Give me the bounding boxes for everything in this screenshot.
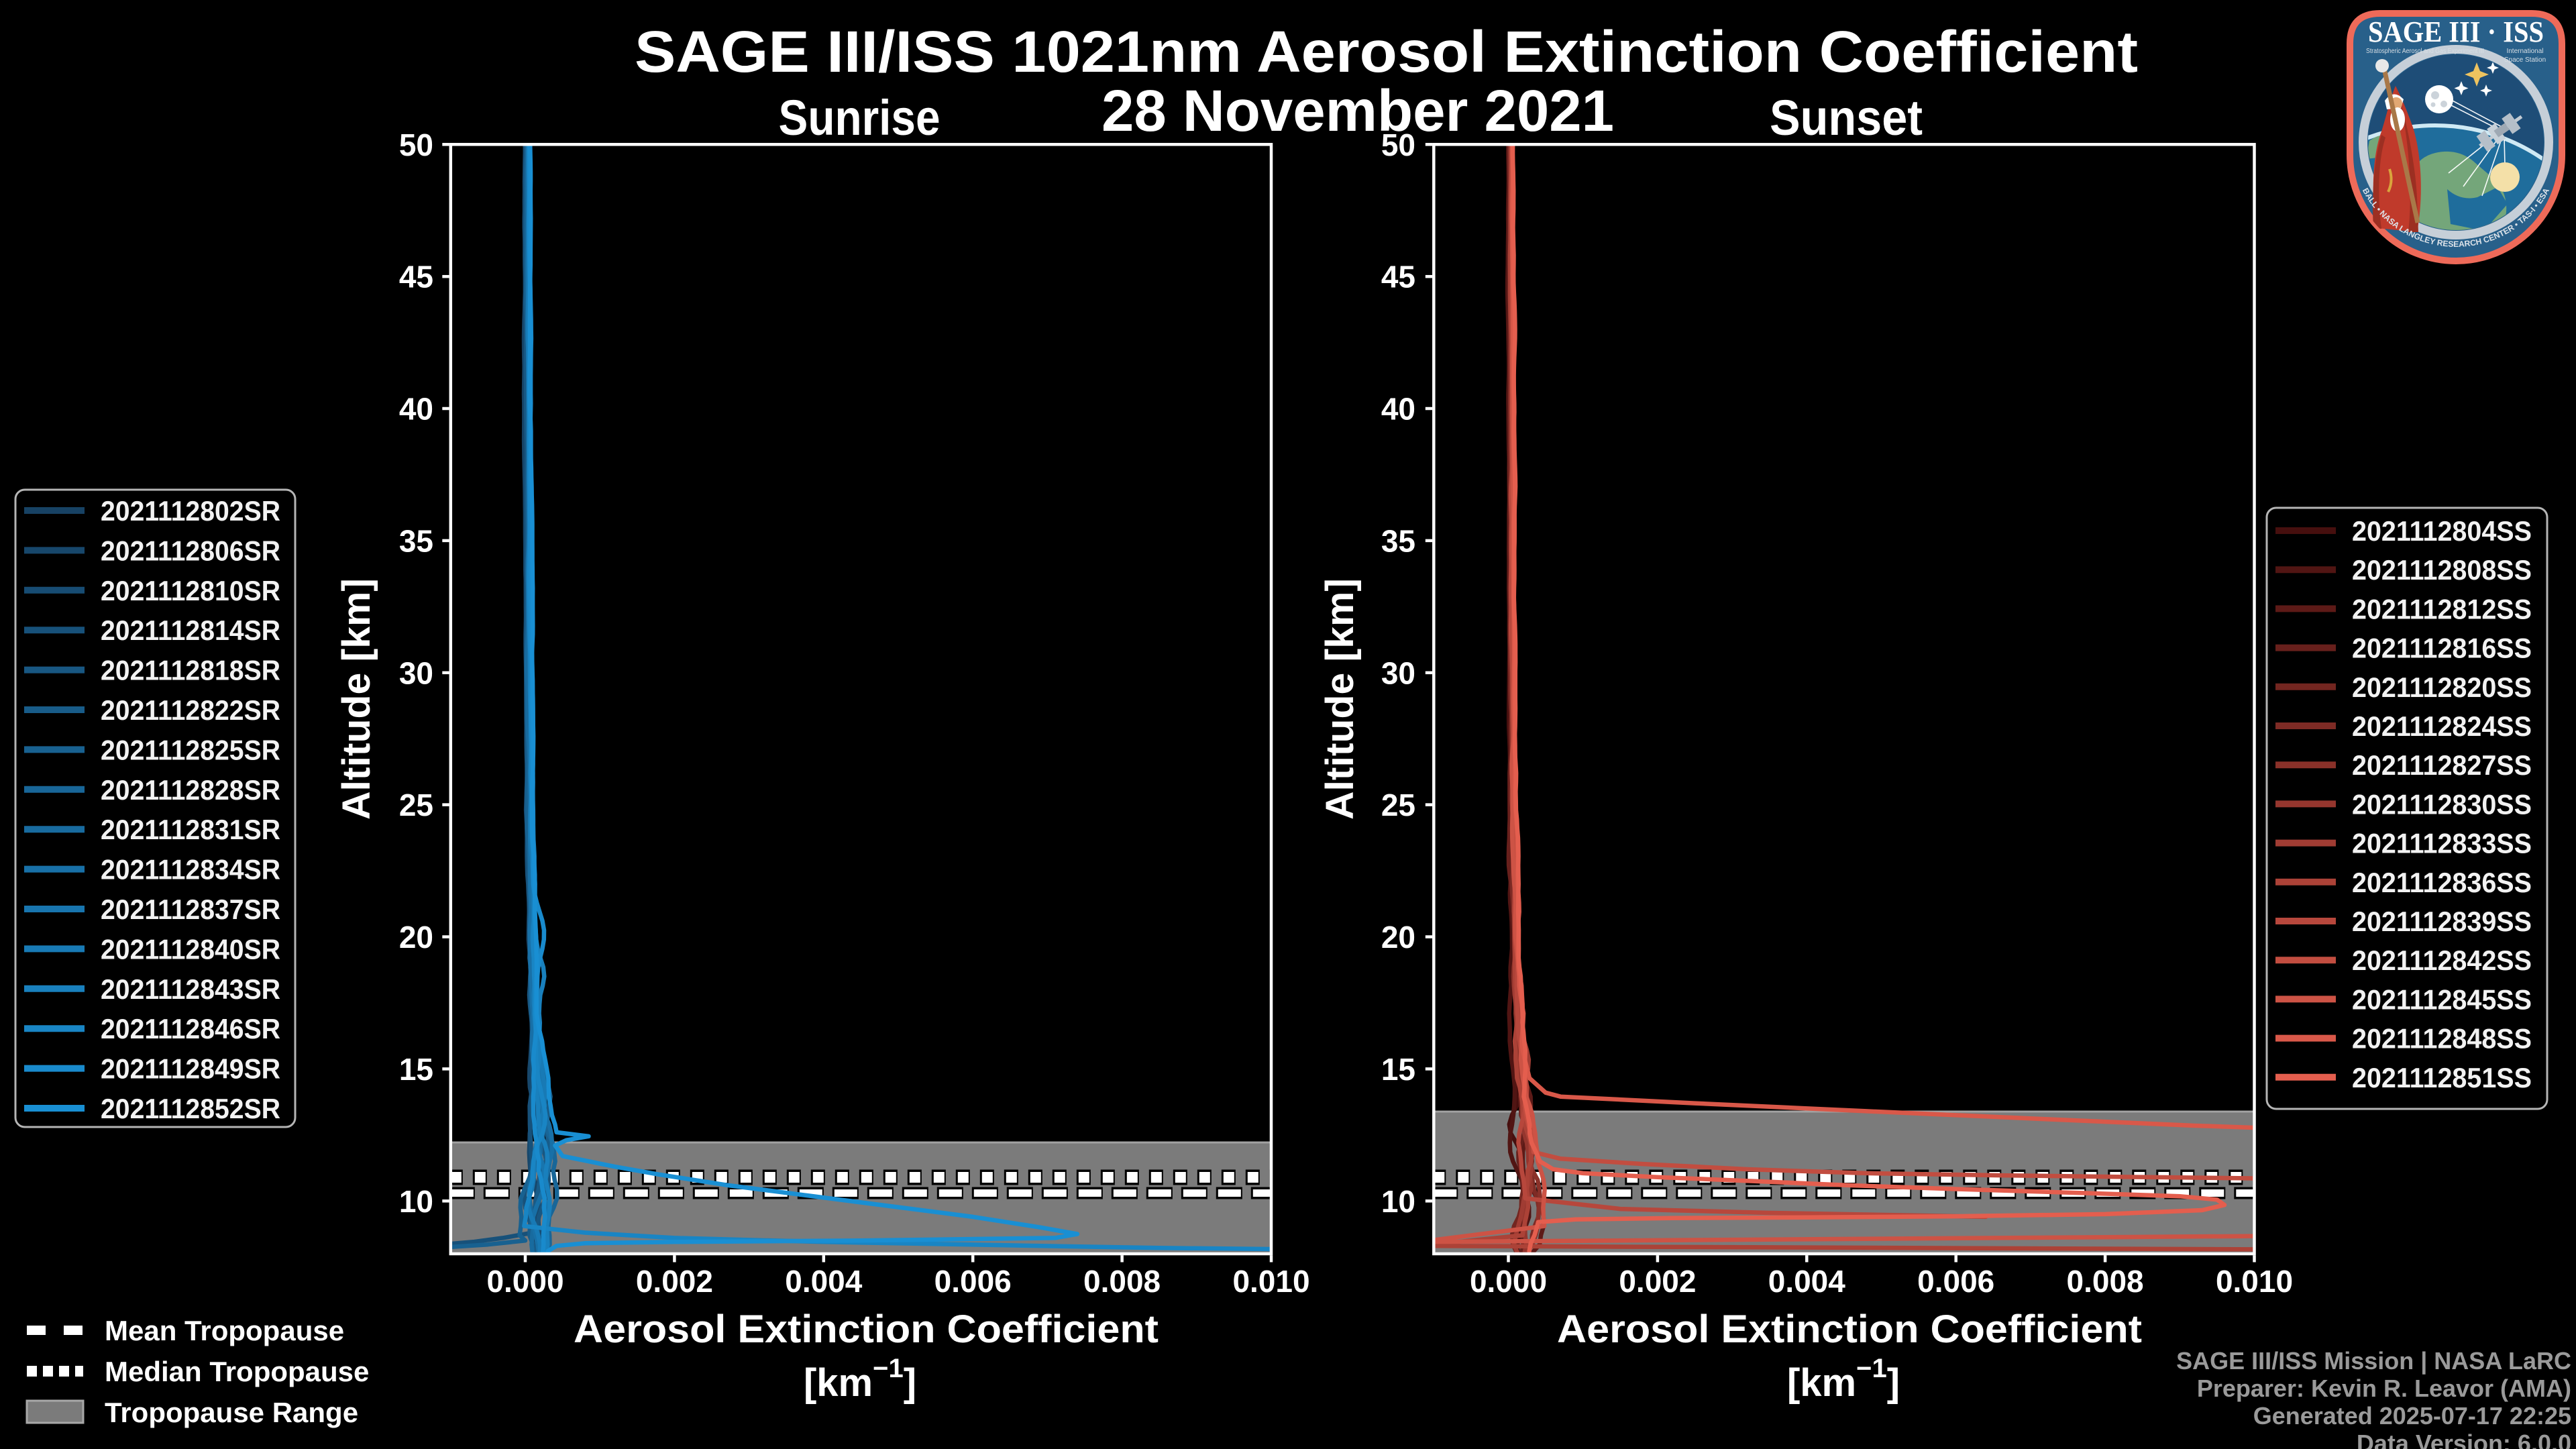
svg-text:0.010: 0.010 xyxy=(1232,1264,1309,1299)
svg-text:20: 20 xyxy=(399,920,433,955)
svg-text:15: 15 xyxy=(399,1052,433,1087)
svg-text:0.006: 0.006 xyxy=(1917,1264,1994,1299)
svg-text:2021112810SR: 2021112810SR xyxy=(101,575,280,606)
svg-text:Data Version: 6.0.0: Data Version: 6.0.0 xyxy=(2357,1430,2571,1449)
svg-text:Mean Tropopause: Mean Tropopause xyxy=(105,1315,344,1346)
svg-text:2021112802SR: 2021112802SR xyxy=(101,495,280,527)
svg-text:2021112830SS: 2021112830SS xyxy=(2352,788,2532,820)
svg-text:0.008: 0.008 xyxy=(2067,1264,2144,1299)
svg-text:2021112818SR: 2021112818SR xyxy=(101,655,280,686)
svg-text:SAGE III/ISS Mission | NASA La: SAGE III/ISS Mission | NASA LaRC xyxy=(2176,1347,2571,1375)
svg-text:0.000: 0.000 xyxy=(486,1264,564,1299)
svg-text:Generated 2025-07-17 22:25: Generated 2025-07-17 22:25 xyxy=(2253,1402,2571,1430)
svg-text:2021112845SS: 2021112845SS xyxy=(2352,983,2532,1015)
svg-text:Sunrise: Sunrise xyxy=(779,90,941,146)
svg-text:Median Tropopause: Median Tropopause xyxy=(105,1356,369,1387)
svg-text:2021112824SS: 2021112824SS xyxy=(2352,710,2532,742)
svg-text:0.010: 0.010 xyxy=(2216,1264,2293,1299)
svg-text:2021112842SS: 2021112842SS xyxy=(2352,945,2532,976)
svg-text:2021112808SS: 2021112808SS xyxy=(2352,554,2532,586)
svg-text:International: International xyxy=(2506,48,2543,55)
svg-text:Aerosol Extinction Coefficient: Aerosol Extinction Coefficient xyxy=(574,1307,1159,1351)
svg-text:50: 50 xyxy=(1381,127,1415,162)
svg-text:2021112825SR: 2021112825SR xyxy=(101,734,280,765)
svg-text:2021112848SS: 2021112848SS xyxy=(2352,1023,2532,1055)
svg-text:2021112852SR: 2021112852SR xyxy=(101,1093,280,1124)
svg-text:2021112837SR: 2021112837SR xyxy=(101,894,280,925)
svg-text:25: 25 xyxy=(1381,788,1415,822)
svg-text:2021112851SS: 2021112851SS xyxy=(2352,1062,2532,1093)
svg-text:2021112840SR: 2021112840SR xyxy=(101,933,280,965)
svg-text:10: 10 xyxy=(399,1184,433,1219)
svg-text:2021112820SS: 2021112820SS xyxy=(2352,672,2532,703)
svg-text:2021112822SR: 2021112822SR xyxy=(101,694,280,726)
svg-text:2021112849SR: 2021112849SR xyxy=(101,1053,280,1085)
svg-text:SAGE III · ISS: SAGE III · ISS xyxy=(2368,15,2544,48)
svg-text:Preparer: Kevin R. Leavor (AMA: Preparer: Kevin R. Leavor (AMA) xyxy=(2197,1375,2571,1402)
svg-text:15: 15 xyxy=(1381,1052,1415,1087)
svg-text:Sunset: Sunset xyxy=(1770,90,1923,146)
svg-text:2021112806SR: 2021112806SR xyxy=(101,535,280,566)
svg-text:35: 35 xyxy=(1381,523,1415,558)
svg-text:0.004: 0.004 xyxy=(1768,1264,1846,1299)
svg-text:35: 35 xyxy=(399,523,433,558)
svg-text:0.006: 0.006 xyxy=(934,1264,1012,1299)
svg-text:40: 40 xyxy=(399,392,433,427)
svg-text:50: 50 xyxy=(399,127,433,162)
svg-text:Altitude [km]: Altitude [km] xyxy=(1318,578,1362,820)
svg-text:2021112846SR: 2021112846SR xyxy=(101,1013,280,1044)
svg-text:45: 45 xyxy=(399,260,433,294)
svg-text:0.000: 0.000 xyxy=(1470,1264,1547,1299)
svg-text:Tropopause Range: Tropopause Range xyxy=(105,1397,358,1428)
svg-text:Stratospheric Aerosol and Gas: Stratospheric Aerosol and Gas Experiment… xyxy=(2366,48,2484,55)
svg-text:2021112839SS: 2021112839SS xyxy=(2352,906,2532,937)
svg-text:2021112831SR: 2021112831SR xyxy=(101,814,280,845)
svg-text:2021112828SR: 2021112828SR xyxy=(101,774,280,806)
svg-text:2021112833SS: 2021112833SS xyxy=(2352,828,2532,859)
svg-text:40: 40 xyxy=(1381,392,1415,427)
svg-text:45: 45 xyxy=(1381,260,1415,294)
svg-text:2021112816SS: 2021112816SS xyxy=(2352,633,2532,664)
svg-text:30: 30 xyxy=(1381,655,1415,690)
svg-text:SAGE III/ISS 1021nm Aerosol Ex: SAGE III/ISS 1021nm Aerosol Extinction C… xyxy=(635,19,2138,85)
svg-text:Aerosol Extinction Coefficient: Aerosol Extinction Coefficient xyxy=(1557,1307,2142,1351)
svg-text:Altitude [km]: Altitude [km] xyxy=(335,578,378,820)
svg-text:Space Station: Space Station xyxy=(2504,56,2546,64)
svg-text:2021112843SR: 2021112843SR xyxy=(101,973,280,1005)
svg-text:10: 10 xyxy=(1381,1184,1415,1219)
svg-text:0.008: 0.008 xyxy=(1083,1264,1161,1299)
svg-text:0.002: 0.002 xyxy=(636,1264,713,1299)
svg-text:0.004: 0.004 xyxy=(785,1264,863,1299)
svg-text:28 November 2021: 28 November 2021 xyxy=(1102,78,1614,144)
svg-text:2021112836SS: 2021112836SS xyxy=(2352,867,2532,898)
svg-text:2021112827SS: 2021112827SS xyxy=(2352,749,2532,781)
svg-text:20: 20 xyxy=(1381,920,1415,955)
svg-text:25: 25 xyxy=(399,788,433,822)
svg-text:2021112804SS: 2021112804SS xyxy=(2352,515,2532,547)
svg-text:30: 30 xyxy=(399,655,433,690)
svg-text:2021112814SR: 2021112814SR xyxy=(101,614,280,646)
svg-text:2021112812SS: 2021112812SS xyxy=(2352,593,2532,625)
svg-text:2021112834SR: 2021112834SR xyxy=(101,854,280,885)
svg-text:0.002: 0.002 xyxy=(1619,1264,1696,1299)
